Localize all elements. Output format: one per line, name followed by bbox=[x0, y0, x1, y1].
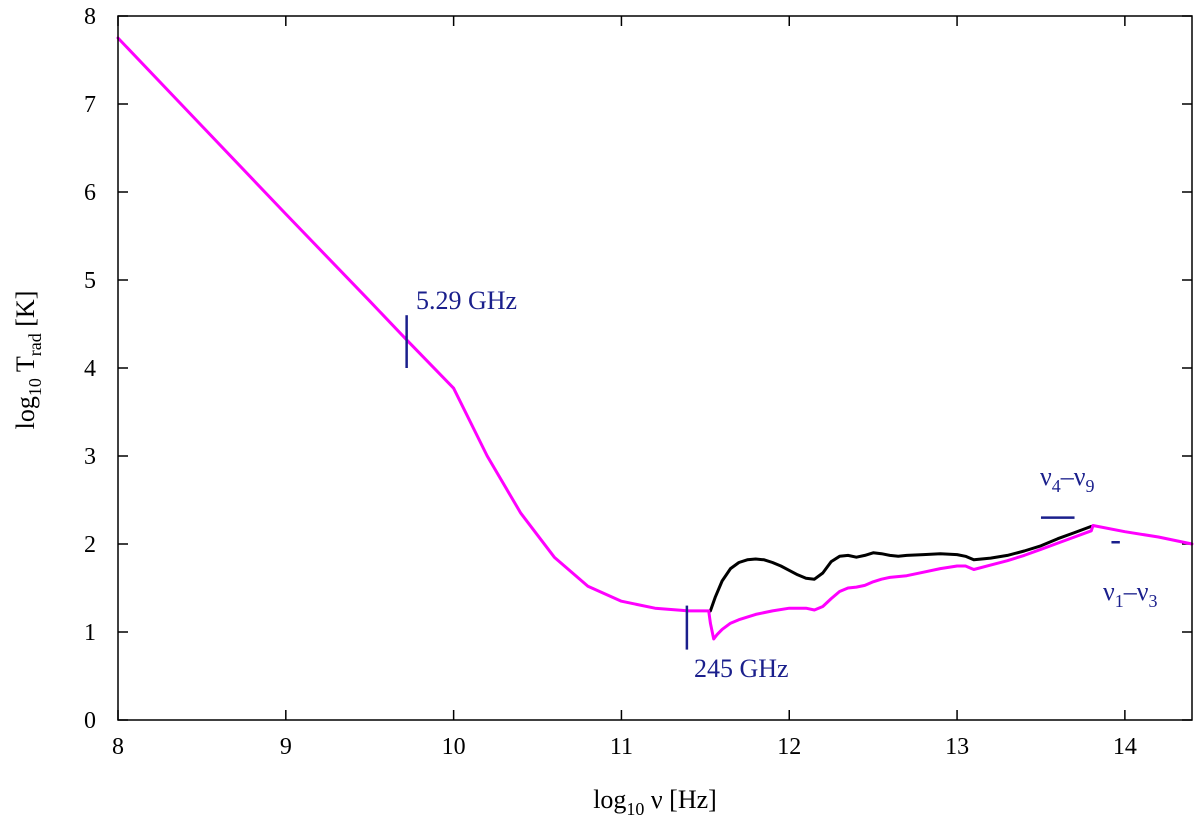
x-tick-label: 10 bbox=[442, 734, 466, 760]
y-tick-label: 5 bbox=[84, 268, 96, 294]
plot-frame bbox=[117, 15, 1193, 721]
annotation-nu4-nu9: ν4–ν9 bbox=[1040, 462, 1095, 496]
series-line-2 bbox=[116, 36, 1194, 641]
series-line-1 bbox=[708, 524, 1093, 613]
axis-ticks bbox=[117, 15, 1192, 721]
x-tick-label: 14 bbox=[1113, 734, 1137, 760]
y-tick-label: 8 bbox=[84, 4, 96, 30]
x-axis-title: log10 ν [Hz] bbox=[593, 785, 717, 819]
annotation-245-ghz: 245 GHz bbox=[694, 654, 789, 683]
x-tick-label: 9 bbox=[280, 734, 292, 760]
series-layer bbox=[116, 36, 1194, 641]
y-tick-label: 2 bbox=[84, 532, 96, 558]
annotation-nu1-nu3: ν1–ν3 bbox=[1103, 577, 1158, 611]
x-tick-label: 8 bbox=[112, 734, 124, 760]
x-tick-label: 13 bbox=[945, 734, 969, 760]
x-tick-label: 12 bbox=[777, 734, 801, 760]
y-axis-title: log10 Trad [K] bbox=[11, 291, 45, 430]
x-tick-label: 11 bbox=[610, 734, 633, 760]
annotation-marks bbox=[405, 315, 1120, 650]
y-tick-label: 3 bbox=[84, 444, 96, 470]
y-tick-label: 7 bbox=[84, 92, 96, 118]
y-tick-label: 6 bbox=[84, 180, 96, 206]
y-tick-label: 4 bbox=[84, 356, 96, 382]
y-tick-label: 1 bbox=[84, 620, 96, 646]
annotation-5-29-ghz: 5.29 GHz bbox=[416, 286, 517, 315]
y-tick-label: 0 bbox=[84, 708, 96, 734]
